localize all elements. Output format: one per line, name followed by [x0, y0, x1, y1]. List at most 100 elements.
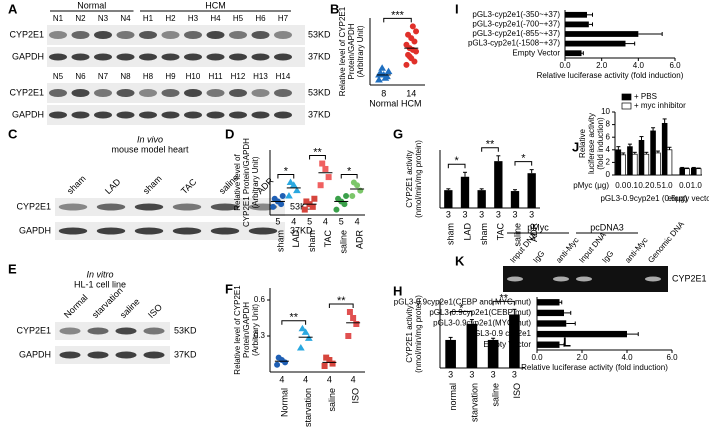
- significance-label: **: [486, 139, 495, 151]
- group-label: Normal: [77, 0, 106, 10]
- y-axis-label: (Arbitrary Unit): [356, 25, 365, 77]
- data-point: [346, 309, 353, 315]
- protein-label: GAPDH: [12, 109, 44, 119]
- data-point: [350, 315, 357, 321]
- data-point: [350, 179, 357, 186]
- x-tick-label: 0.5: [650, 181, 662, 190]
- size-label: 37KD: [290, 225, 313, 235]
- x-tick-label: 0.2: [638, 181, 650, 190]
- x-tick-label: ISO: [512, 383, 522, 399]
- lane-label: H12: [231, 72, 246, 81]
- blot-band: [94, 89, 112, 97]
- data-point: [319, 160, 326, 167]
- bar: [494, 161, 503, 208]
- legend-label: + myc inhibitor: [634, 101, 686, 110]
- lane-label: sham: [65, 173, 88, 196]
- y-axis-label: (nmol/min/mg protein): [414, 140, 423, 218]
- bar: [537, 320, 567, 327]
- x-tick-label: 0.0: [531, 353, 543, 362]
- bar: [537, 299, 560, 306]
- significance-bracket: [309, 155, 326, 160]
- blot-band: [71, 31, 90, 39]
- blot-band: [576, 276, 592, 282]
- significance-bracket: [277, 174, 295, 179]
- y-axis-label: Protein/GAPDH: [242, 302, 251, 358]
- blot-band: [553, 276, 569, 282]
- blot-strip: [55, 198, 285, 216]
- data-point: [335, 195, 342, 202]
- data-point: [293, 186, 301, 194]
- y-tick-label: pGL3-cyp2e1(-855~+37): [472, 29, 560, 38]
- y-tick-label: Empty Vector: [512, 48, 560, 57]
- x-tick-label: 6.0: [666, 353, 678, 362]
- bar: [620, 154, 626, 176]
- y-axis-label: Relative level of: [233, 153, 242, 210]
- data-point: [349, 193, 356, 200]
- y-axis-label: (Arbitrary Unit): [251, 304, 260, 356]
- y-tick-label: pGL3-cyp2e1(-700~+37): [472, 20, 560, 29]
- bar: [632, 153, 638, 176]
- n-label: 8: [381, 88, 386, 98]
- x-tick-label: saline: [491, 383, 501, 407]
- n-label: 4: [327, 374, 332, 384]
- lane-label: TAC: [179, 176, 199, 196]
- blot-band: [251, 89, 270, 97]
- blot-title: In vitro: [86, 269, 113, 279]
- significance-label: *: [459, 302, 464, 314]
- blot-band: [248, 227, 278, 235]
- blot-band: [59, 327, 81, 335]
- lane-label: LAD: [103, 176, 123, 196]
- y-tick-label: 6: [606, 132, 611, 141]
- blot-band: [229, 53, 247, 61]
- x-tick-label: 1.0: [662, 181, 674, 190]
- size-label: 37KD: [308, 51, 331, 61]
- blot-strip: [55, 346, 170, 364]
- data-point: [274, 361, 281, 368]
- n-label: 4: [291, 216, 296, 226]
- lane-label: H1: [143, 14, 154, 23]
- panel-letter: H: [393, 283, 402, 298]
- significance-bracket: [383, 17, 412, 23]
- bar: [537, 309, 564, 317]
- data-point: [409, 23, 416, 30]
- group-label: pMyc: [527, 222, 549, 232]
- data-point: [343, 193, 350, 200]
- panel-letter: I: [455, 1, 459, 16]
- panel-letter: E: [8, 261, 17, 276]
- n-label: 3: [469, 369, 474, 379]
- bar: [477, 190, 486, 208]
- bar: [695, 168, 702, 176]
- bar: [537, 341, 560, 348]
- lane-label: H13: [253, 72, 268, 81]
- lane-label: H4: [210, 14, 221, 23]
- n-label: 14: [406, 88, 416, 98]
- n-label: 3: [462, 209, 467, 219]
- lane-label: H7: [278, 14, 289, 23]
- bar: [510, 191, 520, 208]
- legend-swatch: [621, 102, 632, 110]
- blot-band: [49, 89, 67, 97]
- blot-band: [206, 31, 225, 39]
- data-point: [311, 195, 318, 202]
- x-tick-label: 0.1: [627, 181, 639, 190]
- lane-label: IgG: [600, 249, 615, 265]
- blot-band: [116, 31, 135, 39]
- significance-label: **: [337, 295, 346, 307]
- y-tick-label: 4: [606, 145, 611, 154]
- y-tick-label: 10: [601, 107, 610, 116]
- protein-label: CYP2E1: [16, 201, 51, 211]
- bar: [638, 140, 645, 176]
- n-label: 5: [339, 216, 344, 226]
- blot-band: [115, 351, 137, 359]
- n-label: 3: [529, 209, 534, 219]
- n-label: 4: [351, 374, 356, 384]
- significance-label: **: [313, 146, 322, 158]
- blot-band: [161, 53, 180, 61]
- blot-band: [645, 276, 661, 282]
- blot-strip: [55, 322, 170, 340]
- n-label: 4: [355, 216, 360, 226]
- bar: [527, 173, 536, 208]
- lane-label: N2: [75, 14, 86, 23]
- blot-band: [274, 89, 292, 97]
